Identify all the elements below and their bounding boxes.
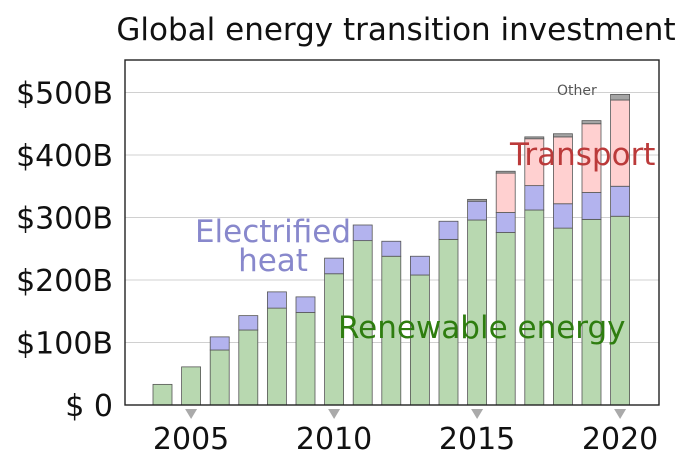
bar-segment [152,383,173,406]
bar-segment [409,255,430,276]
bar-segment [524,136,545,140]
bar-segment [553,203,573,229]
bar-segment [438,220,459,240]
label-electrified-heat-line2: heat [238,243,308,279]
y-tick-label: $300B [16,202,113,237]
x-tick-label: 2010 [296,422,372,457]
bars [152,93,630,406]
y-tick-label: $200B [16,264,113,299]
bar-segment [209,349,230,406]
bar-segment [553,133,573,138]
bar-segment [295,296,316,313]
chart-title: Global energy transition investment [116,12,675,48]
bar-segment [324,257,345,275]
bar-segment [381,240,402,257]
label-transport: Transport [509,137,655,173]
x-tick-marker [471,409,484,419]
bar-segment [495,172,516,213]
bar-segment [266,291,287,309]
bar-segment [467,198,488,202]
bar-segment [495,212,516,233]
y-tick-label: $400B [16,139,113,174]
label-electrified-heat-line1: Electrified [195,214,351,250]
x-axis: 2005 2010 2015 2020 [153,409,658,457]
bar-segment [581,192,602,220]
y-tick-label: $ 0 [65,389,113,424]
bar-segment [610,93,630,101]
bar-segment [209,336,230,351]
plot-frame [124,59,660,406]
bar-segment [495,170,516,174]
bar-segment [238,329,259,406]
y-tick-label: $100B [16,327,113,362]
bar-segment [581,120,602,125]
bar-segment [524,185,545,211]
bar-segment [610,185,630,217]
bar-segment [352,224,373,242]
bar-segment [524,209,545,406]
x-tick-label: 2005 [153,422,229,457]
bar-segment [181,366,202,406]
bar-segment [467,200,488,221]
y-axis: $ 0 $100B $200B $300B $400B $500B [16,77,113,425]
label-other: Other [557,83,597,99]
y-tick-label: $500B [16,77,113,112]
x-tick-marker [614,409,627,419]
label-renewable-energy: Renewable energy [338,310,626,346]
bar-segment [266,307,287,406]
x-tick-label: 2015 [439,422,515,457]
bar-segment [295,312,316,406]
x-tick-label: 2020 [582,422,658,457]
x-tick-marker [185,409,198,419]
bar-segment [238,315,259,331]
x-tick-marker [328,409,341,419]
